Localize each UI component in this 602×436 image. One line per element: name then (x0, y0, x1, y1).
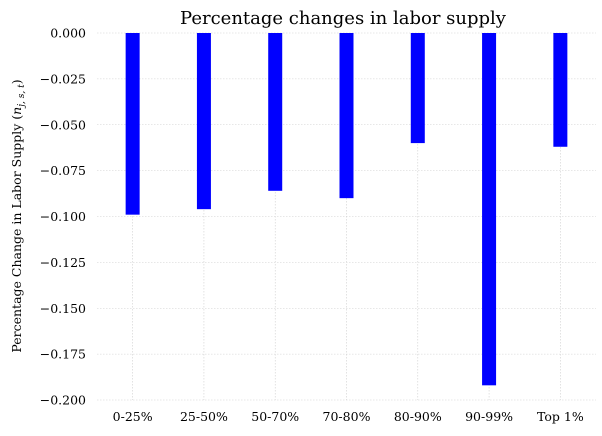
y-tick-label: −0.050 (40, 117, 86, 132)
y-tick-label: −0.075 (40, 163, 86, 178)
x-tick-labels: 0-25% 25-50% 50-70% 70-80% 80-90% 90-99% Top 1… (113, 409, 584, 424)
y-tick-label: −0.100 (40, 209, 86, 224)
y-tick-label: −0.150 (40, 301, 86, 316)
bar (125, 33, 140, 215)
chart-title: Percentage changes in labor supply (180, 8, 507, 29)
y-tick-labels: 0.000 −0.025 −0.050 −0.075 −0.100 −0.125 −0.15… (40, 26, 86, 408)
x-tick-label: 80-90% (394, 409, 442, 424)
y-axis-label-math: n (9, 107, 24, 115)
y-axis-label-close: ) (9, 79, 24, 84)
bar (410, 33, 425, 144)
x-tick-label: Top 1% (537, 409, 584, 424)
y-tick-label: −0.175 (40, 347, 86, 362)
x-tick-label: 25-50% (180, 409, 228, 424)
y-axis-label: Percentage Change in Labor Supply (nj, s… (9, 79, 27, 352)
y-tick-label: −0.200 (40, 393, 86, 408)
bar (482, 33, 497, 386)
x-tick-label: 70-80% (323, 409, 371, 424)
bar (268, 33, 283, 191)
bars (125, 33, 568, 386)
y-axis-label-subscript: j, s, t (17, 84, 27, 109)
bar (196, 33, 211, 210)
bar (553, 33, 568, 147)
x-tick-label: 50-70% (251, 409, 299, 424)
y-tick-label: −0.125 (40, 255, 86, 270)
y-axis-label-main: Percentage Change in Labor Supply ( (9, 115, 24, 353)
y-tick-label: 0.000 (50, 26, 86, 41)
x-tick-label: 90-99% (465, 409, 513, 424)
x-tick-label: 0-25% (113, 409, 153, 424)
bar (339, 33, 354, 199)
y-tick-label: −0.025 (40, 71, 86, 86)
